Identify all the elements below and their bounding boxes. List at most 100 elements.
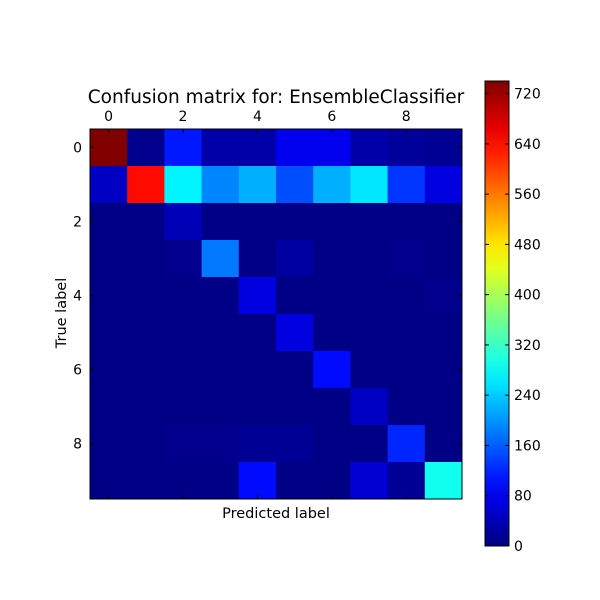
- y-axis-title: True label: [54, 278, 70, 349]
- cell-true-9-pred-9: [424, 462, 463, 500]
- heatmap-frame: [89, 128, 463, 500]
- cell-true-0-pred-1: [127, 129, 165, 167]
- y-tick-label: 8: [73, 437, 82, 453]
- cell-true-3-pred-7: [350, 240, 389, 278]
- cell-true-8-pred-3: [201, 425, 240, 463]
- cell-true-6-pred-4: [238, 351, 277, 389]
- cell-true-5-pred-8: [387, 314, 426, 352]
- cell-true-7-pred-7: [350, 388, 389, 426]
- colorbar-tick-label: 560: [514, 187, 541, 203]
- cell-true-4-pred-0: [90, 277, 128, 315]
- x-tick-label: 4: [253, 109, 262, 125]
- y-tick-label: 0: [73, 141, 82, 157]
- cell-true-1-pred-5: [276, 166, 314, 204]
- cell-true-5-pred-6: [313, 314, 351, 352]
- cell-true-5-pred-5: [276, 314, 314, 352]
- cell-true-4-pred-5: [276, 277, 314, 315]
- cell-true-1-pred-6: [313, 166, 351, 204]
- y-tick-label: 4: [73, 289, 82, 305]
- cell-true-6-pred-5: [276, 351, 314, 389]
- cell-true-7-pred-9: [424, 388, 463, 426]
- cell-true-5-pred-9: [424, 314, 463, 352]
- colorbar-tick-label: 320: [514, 338, 541, 354]
- colorbar-tick-label: 720: [514, 87, 541, 103]
- cell-true-9-pred-5: [276, 462, 314, 500]
- cell-true-3-pred-0: [90, 240, 128, 278]
- cell-true-1-pred-3: [201, 166, 240, 204]
- cell-true-2-pred-4: [238, 203, 277, 241]
- cell-true-9-pred-3: [201, 462, 240, 500]
- x-axis-ticks: 0 2 4 6 8: [104, 109, 411, 499]
- cell-true-1-pred-7: [350, 166, 389, 204]
- x-axis-title: Predicted label: [222, 506, 330, 522]
- cell-true-2-pred-6: [313, 203, 351, 241]
- cell-true-2-pred-3: [201, 203, 240, 241]
- colorbar-tick-label: 160: [514, 438, 541, 454]
- colorbar-ticks: 0 80 160 240 320 400 480 560 640 720: [485, 87, 541, 555]
- cell-true-7-pred-4: [238, 388, 277, 426]
- cell-true-2-pred-8: [387, 203, 426, 241]
- colorbar-tick-label: 0: [514, 539, 523, 555]
- cell-true-0-pred-3: [201, 129, 240, 167]
- cell-true-5-pred-4: [238, 314, 277, 352]
- cell-true-0-pred-6: [313, 129, 351, 167]
- cell-true-0-pred-7: [350, 129, 389, 167]
- cell-true-0-pred-4: [238, 129, 277, 167]
- cell-true-0-pred-8: [387, 129, 426, 167]
- cell-true-8-pred-5: [276, 425, 314, 463]
- cell-true-6-pred-9: [424, 351, 463, 389]
- cell-true-9-pred-6: [313, 462, 351, 500]
- cell-true-8-pred-2: [164, 425, 203, 463]
- cell-true-9-pred-0: [90, 462, 128, 500]
- cell-true-2-pred-0: [90, 203, 128, 241]
- cell-true-3-pred-9: [424, 240, 463, 278]
- cell-true-6-pred-6: [313, 351, 351, 389]
- cell-true-8-pred-0: [90, 425, 128, 463]
- cell-true-0-pred-5: [276, 129, 314, 167]
- cell-true-4-pred-7: [350, 277, 389, 315]
- cell-true-7-pred-3: [201, 388, 240, 426]
- cell-true-9-pred-4: [238, 462, 277, 500]
- cell-true-1-pred-4: [238, 166, 277, 204]
- colorbar-tick-label: 80: [514, 489, 532, 505]
- y-axis-ticks: 0 2 4 6 8: [73, 141, 462, 453]
- cell-true-1-pred-2: [164, 166, 203, 204]
- cell-true-7-pred-6: [313, 388, 351, 426]
- cell-true-5-pred-7: [350, 314, 389, 352]
- colorbar-tick-label: 640: [514, 137, 541, 153]
- cell-true-2-pred-9: [424, 203, 463, 241]
- cell-true-7-pred-2: [164, 388, 203, 426]
- colorbar: [484, 80, 510, 547]
- cell-true-5-pred-2: [164, 314, 203, 352]
- cell-true-3-pred-1: [127, 240, 165, 278]
- colorbar-tick-label: 240: [514, 388, 541, 404]
- cell-true-4-pred-9: [424, 277, 463, 315]
- cell-true-2-pred-1: [127, 203, 165, 241]
- cell-true-2-pred-7: [350, 203, 389, 241]
- cell-true-4-pred-3: [201, 277, 240, 315]
- cell-true-8-pred-6: [313, 425, 351, 463]
- cell-true-7-pred-8: [387, 388, 426, 426]
- y-tick-label: 2: [73, 215, 82, 231]
- cell-true-5-pred-0: [90, 314, 128, 352]
- colorbar-tick-label: 400: [514, 288, 541, 304]
- cell-true-0-pred-2: [164, 129, 203, 167]
- heatmap-grid: [90, 129, 463, 500]
- cell-true-3-pred-2: [164, 240, 203, 278]
- cell-true-9-pred-1: [127, 462, 165, 500]
- cell-true-3-pred-6: [313, 240, 351, 278]
- cell-true-2-pred-5: [276, 203, 314, 241]
- cell-true-3-pred-5: [276, 240, 314, 278]
- cell-true-4-pred-2: [164, 277, 203, 315]
- cell-true-3-pred-3: [201, 240, 240, 278]
- cell-true-3-pred-4: [238, 240, 277, 278]
- cell-true-7-pred-5: [276, 388, 314, 426]
- cell-true-2-pred-2: [164, 203, 203, 241]
- cell-true-5-pred-3: [201, 314, 240, 352]
- cell-true-1-pred-9: [424, 166, 463, 204]
- cell-true-0-pred-0: [90, 129, 128, 167]
- cell-true-9-pred-7: [350, 462, 389, 500]
- cell-true-6-pred-2: [164, 351, 203, 389]
- cell-true-6-pred-0: [90, 351, 128, 389]
